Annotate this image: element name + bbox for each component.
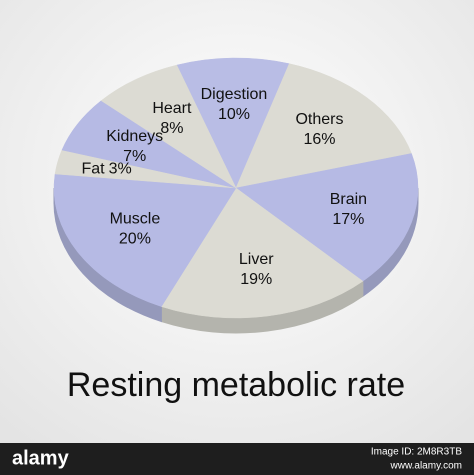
slice-label: Liver bbox=[239, 251, 274, 268]
footer-id: Image ID: 2M8R3TB bbox=[371, 447, 462, 458]
value-label: 8% bbox=[160, 120, 183, 137]
value-label: 16% bbox=[303, 131, 335, 148]
slice-label: Brain bbox=[330, 191, 367, 208]
footer-bar bbox=[0, 443, 474, 475]
value-label: 19% bbox=[240, 271, 272, 288]
slice bbox=[100, 64, 237, 189]
value-label: 3% bbox=[109, 160, 132, 177]
slice-label: Kidneys bbox=[106, 128, 163, 145]
slice bbox=[176, 57, 290, 189]
slice-label: Digestion bbox=[201, 86, 268, 103]
slice bbox=[53, 173, 237, 307]
footer-brand: alamy bbox=[12, 447, 70, 469]
chart-title: Resting metabolic rate bbox=[67, 366, 405, 404]
slice-label: Heart bbox=[152, 100, 192, 117]
value-label: 17% bbox=[332, 211, 364, 228]
value-label: 20% bbox=[119, 231, 151, 248]
value-label: 10% bbox=[218, 106, 250, 123]
footer-url: www.alamy.com bbox=[390, 461, 463, 472]
pie: Digestion 10% Others 16% Brain 17% Liver 19% Mus… bbox=[53, 57, 419, 334]
slice bbox=[235, 153, 419, 282]
slice-label: Muscle bbox=[110, 211, 161, 228]
slice-label: Fat bbox=[82, 160, 106, 177]
slice-label: Others bbox=[295, 111, 343, 128]
value-label: 7% bbox=[123, 148, 146, 165]
slice bbox=[161, 187, 364, 319]
slice bbox=[235, 63, 412, 189]
